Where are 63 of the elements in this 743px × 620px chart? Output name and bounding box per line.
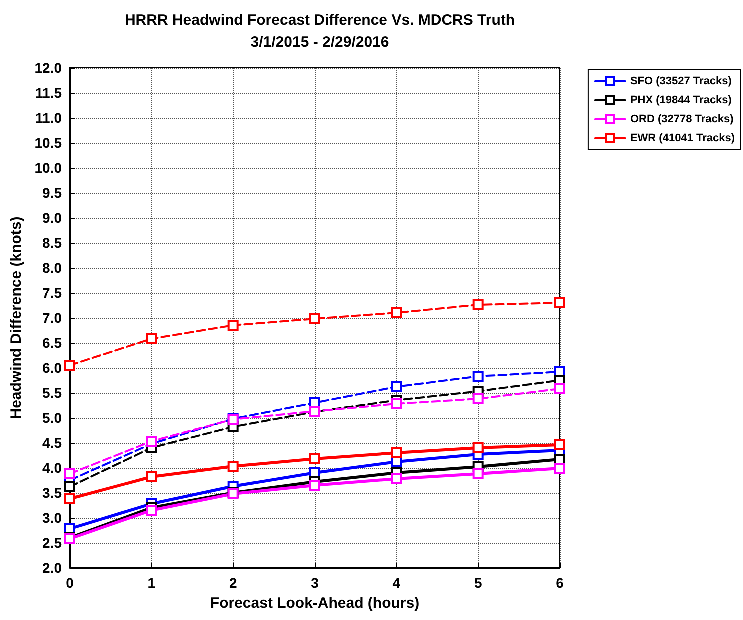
y-tick-label: 8.5 <box>42 235 62 251</box>
y-tick-label: 9.0 <box>42 210 62 226</box>
point <box>310 480 320 491</box>
y-tick-label: 3.5 <box>42 485 62 501</box>
y-tick-label: 9.5 <box>42 185 62 201</box>
y-tick-label: 5.5 <box>42 385 62 401</box>
point <box>228 461 239 472</box>
x-axis-title: Forecast Look-Ahead (hours) <box>210 595 420 612</box>
y-tick-label: 4.5 <box>42 435 62 451</box>
x-tick-label: 4 <box>392 575 401 591</box>
legend-label: PHX (19844 Tracks) <box>630 94 732 106</box>
y-tick-label: 12.0 <box>34 60 62 76</box>
x-tick-label: 2 <box>229 575 238 591</box>
y-tick-label: 8.0 <box>42 260 62 276</box>
y-tick-label: 2.0 <box>42 560 62 576</box>
point <box>554 298 566 308</box>
y-tick-label: 5.0 <box>42 410 62 426</box>
chart-subtitle: 3/1/2015 - 2/29/2016 <box>250 34 390 51</box>
point <box>228 320 239 331</box>
point <box>391 398 402 410</box>
legend-label: SFO (33527 Tracks) <box>630 76 732 88</box>
chart-title: HRRR Headwind Forecast Difference Vs. MDCRS Truth <box>124 12 516 29</box>
point <box>310 454 320 464</box>
y-tick-label: 2.5 <box>42 535 62 551</box>
x-tick-label: 3 <box>311 575 320 591</box>
point <box>146 334 158 344</box>
point <box>146 505 158 516</box>
point <box>391 308 402 318</box>
y-tick-label: 4.0 <box>42 460 62 476</box>
y-tick-label: 6.5 <box>42 335 62 351</box>
point <box>310 314 320 324</box>
point <box>64 482 76 492</box>
y-tick-label: 7.0 <box>42 310 62 326</box>
y-tick-label: 3.0 <box>42 510 62 526</box>
y-tick-label: 7.5 <box>42 285 62 301</box>
point <box>146 472 158 482</box>
y-tick-label: 6.0 <box>42 360 62 376</box>
y-tick-label: 11.5 <box>36 85 62 101</box>
point <box>64 468 76 480</box>
legend-label: ORD (32778 Tracks) <box>630 114 734 126</box>
point <box>472 371 484 382</box>
point <box>146 436 158 447</box>
y-tick-label: 10.5 <box>34 135 62 151</box>
x-tick-label: 6 <box>556 575 564 591</box>
x-tick-label: 0 <box>66 575 74 591</box>
point <box>472 394 484 404</box>
x-tick-label: 5 <box>474 575 482 591</box>
point <box>472 468 484 480</box>
y-tick-label: 10.0 <box>34 160 62 176</box>
point <box>472 442 484 454</box>
point <box>554 463 566 474</box>
point <box>554 440 566 450</box>
point <box>391 448 402 458</box>
y-tick-label: 11.0 <box>36 110 62 126</box>
legend-label: EWR (41041 Tracks) <box>630 132 736 144</box>
y-axis-title: Headwind Difference (knots) <box>8 216 25 420</box>
x-tick-label: 1 <box>148 575 156 591</box>
point <box>472 300 484 310</box>
point <box>554 384 566 394</box>
point <box>64 494 76 504</box>
point <box>391 474 402 484</box>
point <box>64 360 76 371</box>
point <box>391 382 402 392</box>
